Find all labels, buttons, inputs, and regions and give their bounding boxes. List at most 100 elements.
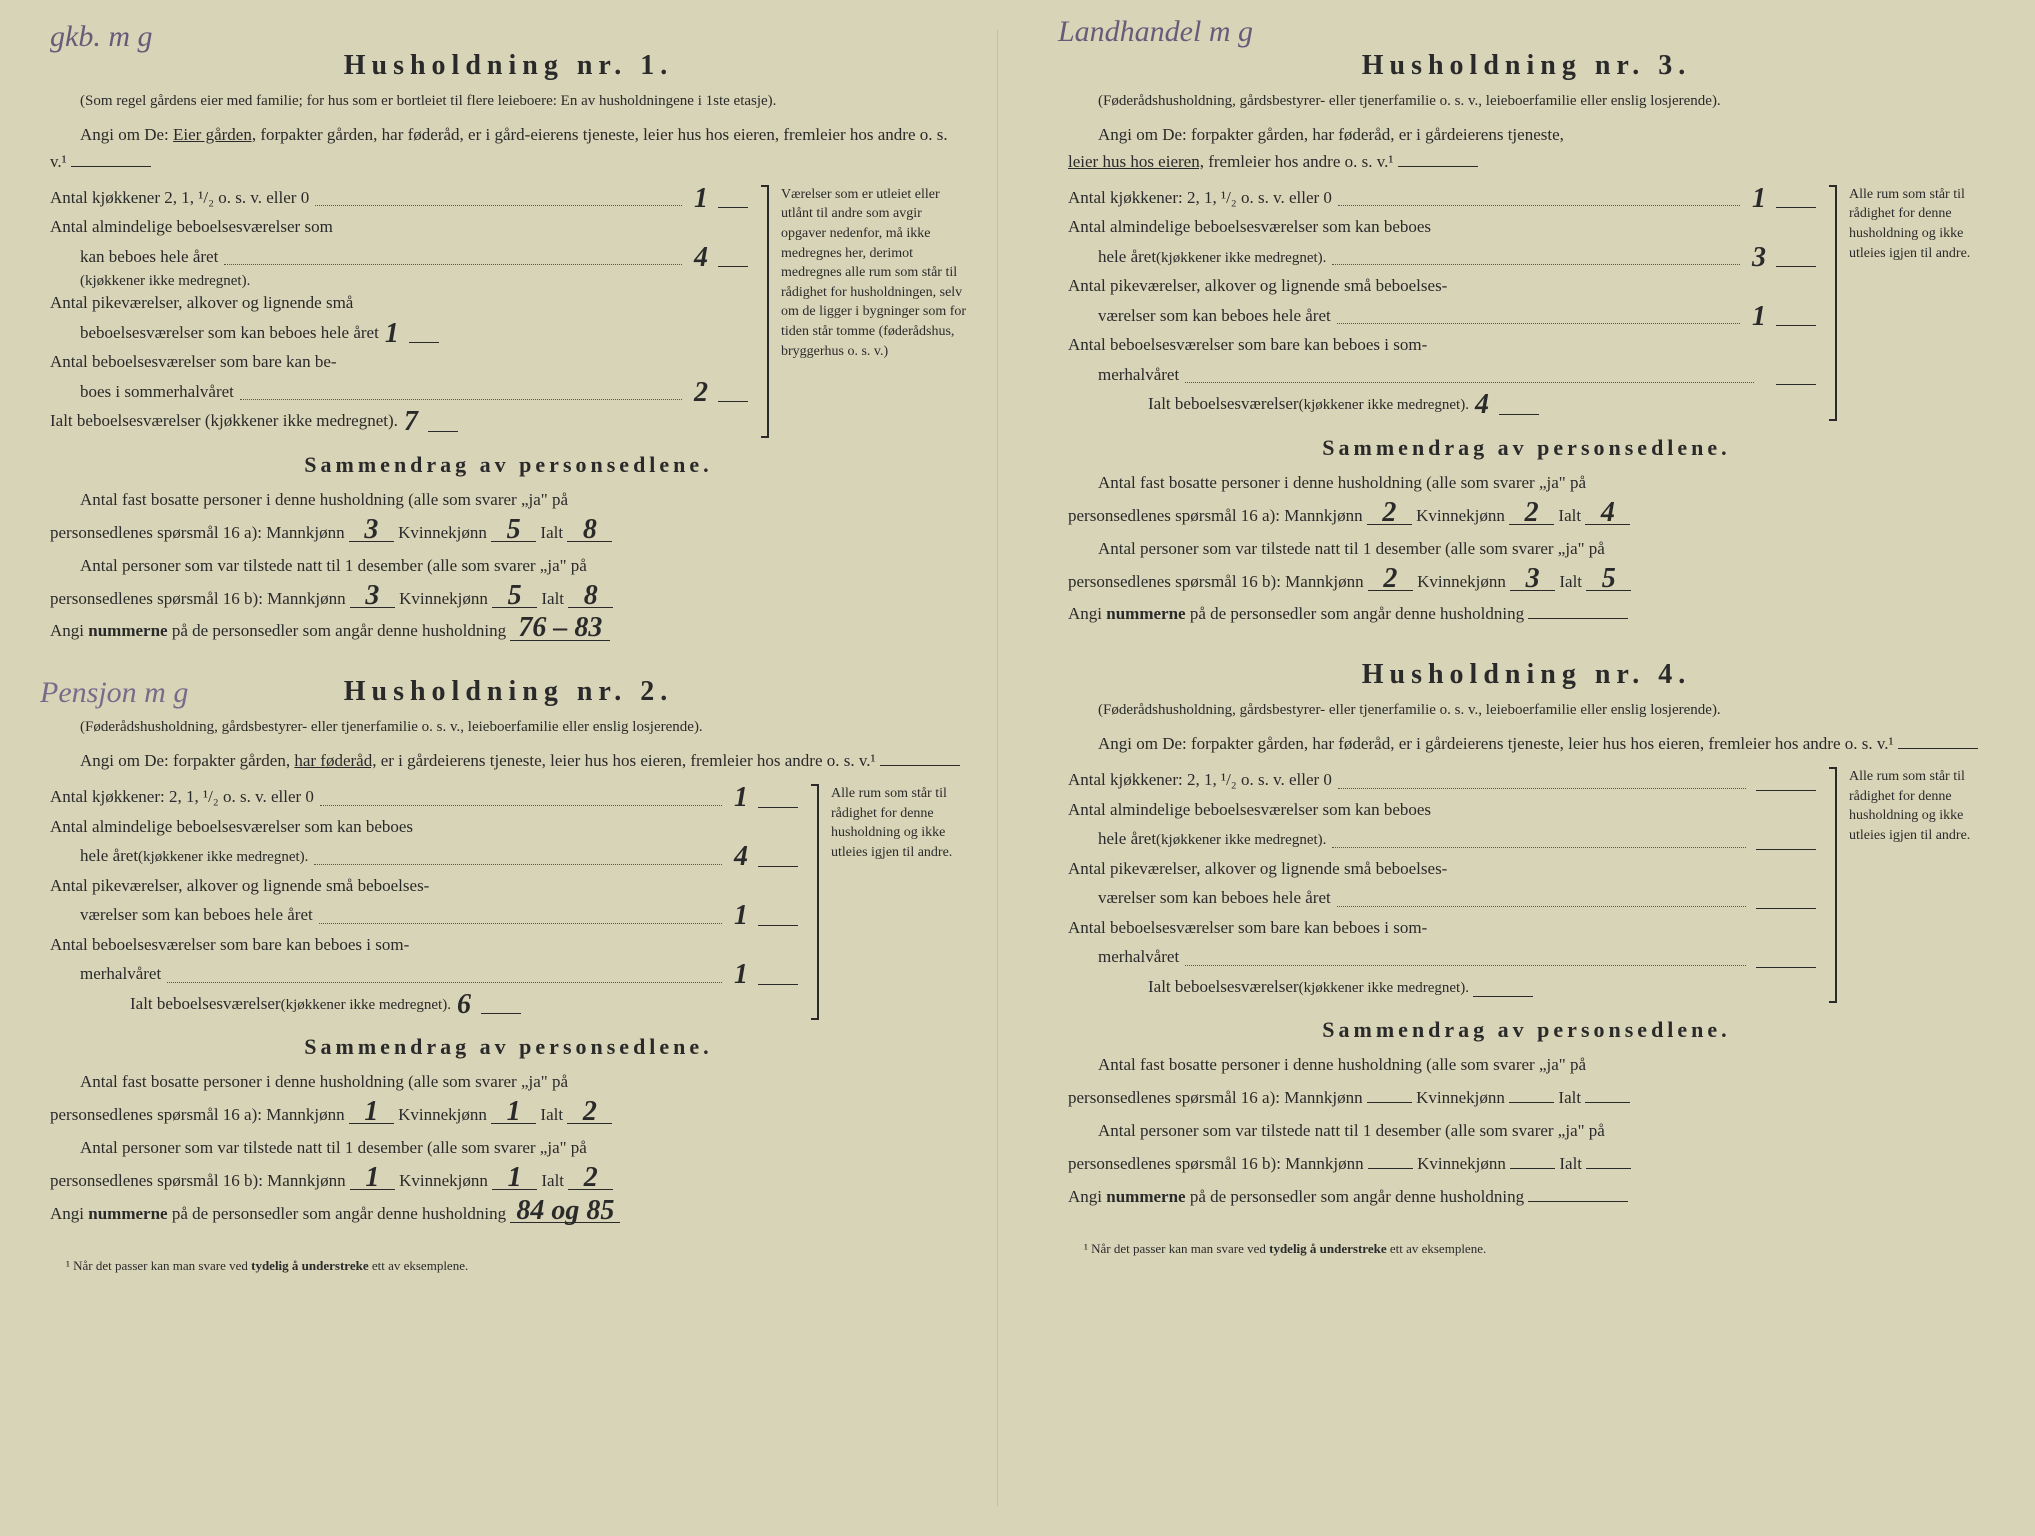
hand-note-mid-left: Pensjon m g bbox=[40, 676, 188, 710]
hh2-angi-opt: har føderåd, bbox=[294, 751, 376, 770]
hh1-s2k: 5 bbox=[492, 585, 537, 608]
hh2-angi-lbl: Angi om De: forpakter gården, bbox=[80, 751, 290, 770]
hh1-v2: 4 bbox=[688, 247, 714, 269]
hh4-samm-p2a: Antal personer som var tilstede natt til… bbox=[1068, 1117, 1985, 1146]
hh1-s3: 76 – 83 bbox=[510, 617, 610, 640]
hh3-q5note: (kjøkkener ikke medregnet). bbox=[1299, 394, 1469, 417]
hh4-q5: Ialt beboelsesværelser bbox=[1068, 974, 1299, 1000]
hh1-sidenote: Værelser som er utleiet eller utlånt til… bbox=[767, 185, 967, 438]
hh1-subtitle: (Som regel gårdens eier med familie; for… bbox=[50, 90, 967, 113]
hh3-s1k: 2 bbox=[1509, 502, 1554, 525]
household-1: Husholdning nr. 1. (Som regel gårdens ei… bbox=[50, 50, 967, 646]
hh3-fields: Antal kjøkkener: 2, 1, ¹/₂ o. s. v. elle… bbox=[1068, 185, 1985, 421]
hh1-q5: Ialt beboelsesværelser (kjøkkener ikke m… bbox=[50, 408, 398, 434]
hh2-s1k: 1 bbox=[491, 1101, 536, 1124]
hh2-samm-p1-row: personsedlenes spørsmål 16 a): Mannkjønn… bbox=[50, 1101, 967, 1130]
hh4-samm-p1-row: personsedlenes spørsmål 16 a): Mannkjønn… bbox=[1068, 1084, 1985, 1113]
hh2-q2a: Antal almindelige beboelsesværelser som … bbox=[50, 814, 413, 840]
hh3-v1: 1 bbox=[1746, 188, 1772, 210]
hh3-q2a: Antal almindelige beboelsesværelser som … bbox=[1068, 214, 1431, 240]
hh4-s1i bbox=[1585, 1102, 1630, 1103]
hh4-s3 bbox=[1528, 1201, 1628, 1202]
hh2-s1i: 2 bbox=[567, 1101, 612, 1124]
hh4-q2a: Antal almindelige beboelsesværelser som … bbox=[1068, 797, 1431, 823]
hh3-q3a: Antal pikeværelser, alkover og lignende … bbox=[1068, 273, 1447, 299]
hh3-samm-p1a: Antal fast bosatte personer i denne hush… bbox=[1068, 469, 1985, 498]
hh4-q4a: Antal beboelsesværelser som bare kan beb… bbox=[1068, 915, 1427, 941]
hh3-q4a: Antal beboelsesværelser som bare kan beb… bbox=[1068, 332, 1427, 358]
hh1-q1: Antal kjøkkener 2, 1, ¹/₂ o. s. v. eller… bbox=[50, 185, 309, 211]
hh4-s1k bbox=[1509, 1102, 1554, 1103]
hh2-q4b: merhalvåret bbox=[50, 961, 161, 987]
footnote-left: ¹ Når det passer kan man svare ved tydel… bbox=[50, 1258, 967, 1274]
hh3-angi: Angi om De: forpakter gården, har føderå… bbox=[1068, 121, 1985, 175]
hh2-v3: 1 bbox=[728, 905, 754, 927]
hh3-v2: 3 bbox=[1746, 247, 1772, 269]
hh2-v5: 6 bbox=[451, 994, 477, 1016]
hh3-angi-opt: leier hus hos eieren, bbox=[1068, 152, 1204, 171]
hh4-title: Husholdning nr. 4. bbox=[1068, 659, 1985, 691]
hh3-samm-p3-row: Angi nummerne på de personsedler som ang… bbox=[1068, 600, 1985, 629]
hh4-sidenote: Alle rum som står til rådighet for denne… bbox=[1835, 767, 1985, 1003]
hh4-q5note: (kjøkkener ikke medregnet). bbox=[1299, 977, 1469, 1000]
hh4-q3b: værelser som kan beboes hele året bbox=[1068, 885, 1331, 911]
hh2-q5note: (kjøkkener ikke medregnet). bbox=[281, 994, 451, 1017]
household-3: Husholdning nr. 3. (Føderådshusholdning,… bbox=[1068, 50, 1985, 629]
hh2-s2k: 1 bbox=[492, 1167, 537, 1190]
hh3-q2b: hele året bbox=[1068, 244, 1156, 270]
hh2-q3b: værelser som kan beboes hele året bbox=[50, 902, 313, 928]
hh2-s2i: 2 bbox=[568, 1167, 613, 1190]
hh4-s2m bbox=[1368, 1168, 1413, 1169]
hh4-fields: Antal kjøkkener: 2, 1, ¹/₂ o. s. v. elle… bbox=[1068, 767, 1985, 1003]
hh2-subtitle: (Føderådshusholdning, gårdsbestyrer- ell… bbox=[50, 716, 967, 739]
hh3-s3 bbox=[1528, 618, 1628, 619]
hh4-q4b: merhalvåret bbox=[1068, 944, 1179, 970]
hh4-s2i bbox=[1586, 1168, 1631, 1169]
hh4-q2note: (kjøkkener ikke medregnet). bbox=[1156, 829, 1326, 852]
hh2-fields: Antal kjøkkener: 2, 1, ¹/₂ o. s. v. elle… bbox=[50, 784, 967, 1020]
hh4-angi-lbl: Angi om De: forpakter gården, har føderå… bbox=[1098, 734, 1894, 753]
hh2-q5: Ialt beboelsesværelser bbox=[50, 991, 281, 1017]
hh1-v1: 1 bbox=[688, 188, 714, 210]
footnote-right: ¹ Når det passer kan man svare ved tydel… bbox=[1068, 1241, 1985, 1257]
hh1-samm-p3-row: Angi nummerne på de personsedler som ang… bbox=[50, 617, 967, 646]
left-page: gkb. m g Husholdning nr. 1. (Som regel g… bbox=[20, 30, 998, 1506]
hh3-v3: 1 bbox=[1746, 306, 1772, 328]
hh4-samm-p2-row: personsedlenes spørsmål 16 b): Mannkjønn… bbox=[1068, 1150, 1985, 1179]
hh2-angi: Angi om De: forpakter gården, har føderå… bbox=[50, 747, 967, 774]
hh3-q3b: værelser som kan beboes hele året bbox=[1068, 303, 1331, 329]
hh1-angi: Angi om De: Eier gården, forpakter gårde… bbox=[50, 121, 967, 175]
hh2-s1m: 1 bbox=[349, 1101, 394, 1124]
hh1-s1k: 5 bbox=[491, 519, 536, 542]
hh1-samm-p2-row: personsedlenes spørsmål 16 b): Mannkjønn… bbox=[50, 585, 967, 614]
hh4-s1m bbox=[1367, 1102, 1412, 1103]
right-page: Landhandel m g Husholdning nr. 3. (Føder… bbox=[1038, 30, 2015, 1506]
hh2-q2b: hele året bbox=[50, 843, 138, 869]
hh2-samm-p2-row: personsedlenes spørsmål 16 b): Mannkjønn… bbox=[50, 1167, 967, 1196]
hh1-q4b: boes i sommerhalvåret bbox=[50, 379, 234, 405]
hh1-samm-p3c: på de personsedler som angår denne husho… bbox=[172, 621, 506, 640]
hh1-q3a: Antal pikeværelser, alkover og lignende … bbox=[50, 290, 353, 316]
hh4-samm-p1a: Antal fast bosatte personer i denne hush… bbox=[1068, 1051, 1985, 1080]
hh1-angi-lbl: Angi om De: bbox=[80, 125, 169, 144]
hh1-s1m: 3 bbox=[349, 519, 394, 542]
hh3-s1i: 4 bbox=[1585, 502, 1630, 525]
hh2-samm-p2a: Antal personer som var tilstede natt til… bbox=[50, 1134, 967, 1163]
hh1-angi-opt: Eier gården, bbox=[173, 125, 256, 144]
hh3-samm-p2-row: personsedlenes spørsmål 16 b): Mannkjønn… bbox=[1068, 568, 1985, 597]
hh1-v5: 7 bbox=[398, 411, 424, 433]
hh4-q1: Antal kjøkkener: 2, 1, ¹/₂ o. s. v. elle… bbox=[1068, 767, 1332, 793]
hh1-q4a: Antal beboelsesværelser som bare kan be- bbox=[50, 349, 337, 375]
hh2-v1: 1 bbox=[728, 787, 754, 809]
hh1-samm-title: Sammendrag av personsedlene. bbox=[50, 452, 967, 478]
hh3-angi-rest: fremleier hos andre o. s. v.¹ bbox=[1208, 152, 1393, 171]
hh3-q4b: merhalvåret bbox=[1068, 362, 1179, 388]
hh1-samm-p1a: Antal fast bosatte personer i denne hush… bbox=[50, 486, 967, 515]
hh3-s1m: 2 bbox=[1367, 502, 1412, 525]
hh1-samm-p3b: nummerne bbox=[88, 621, 167, 640]
hh1-samm-p2a: Antal personer som var tilstede natt til… bbox=[50, 552, 967, 581]
hh2-samm-p3-row: Angi nummerne på de personsedler som ang… bbox=[50, 1200, 967, 1229]
hh2-samm-title: Sammendrag av personsedlene. bbox=[50, 1034, 967, 1060]
hh2-sidenote: Alle rum som står til rådighet for denne… bbox=[817, 784, 967, 1020]
hh1-q2a: Antal almindelige beboelsesværelser som bbox=[50, 214, 333, 240]
